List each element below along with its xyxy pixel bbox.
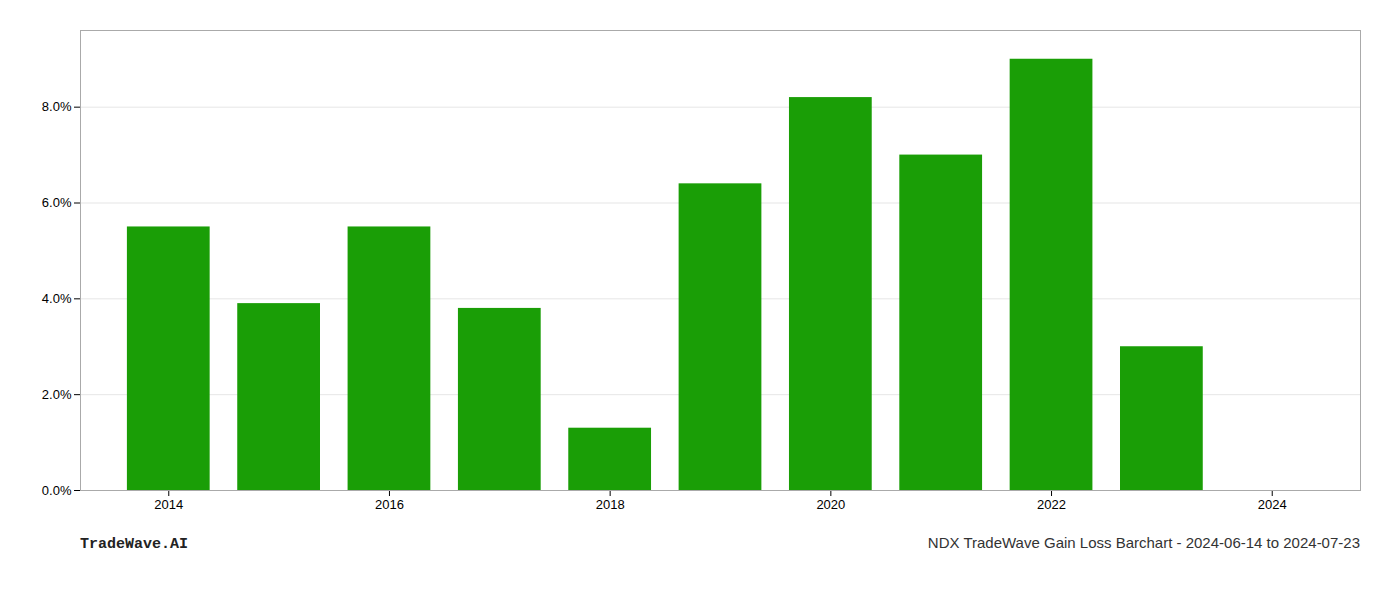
svg-text:2024: 2024 (1258, 497, 1287, 512)
svg-text:4.0%: 4.0% (42, 291, 72, 306)
html-text:TradeWave.AI: TradeWave.AI (80, 536, 188, 553)
svg-text:6.0%: 6.0% (42, 195, 72, 210)
svg-text:2022: 2022 (1037, 497, 1066, 512)
svg-text:8.0%: 8.0% (42, 99, 72, 114)
svg-text:2016: 2016 (375, 497, 404, 512)
svg-text:2018: 2018 (596, 497, 625, 512)
svg-text:0.0%: 0.0% (42, 483, 72, 498)
svg-text:2014: 2014 (154, 497, 183, 512)
html-text:NDX TradeWave Gain Loss Barcha: NDX TradeWave Gain Loss Barchart - 2024-… (927, 534, 1360, 551)
svg-text:2020: 2020 (816, 497, 845, 512)
svg-text:2.0%: 2.0% (42, 387, 72, 402)
